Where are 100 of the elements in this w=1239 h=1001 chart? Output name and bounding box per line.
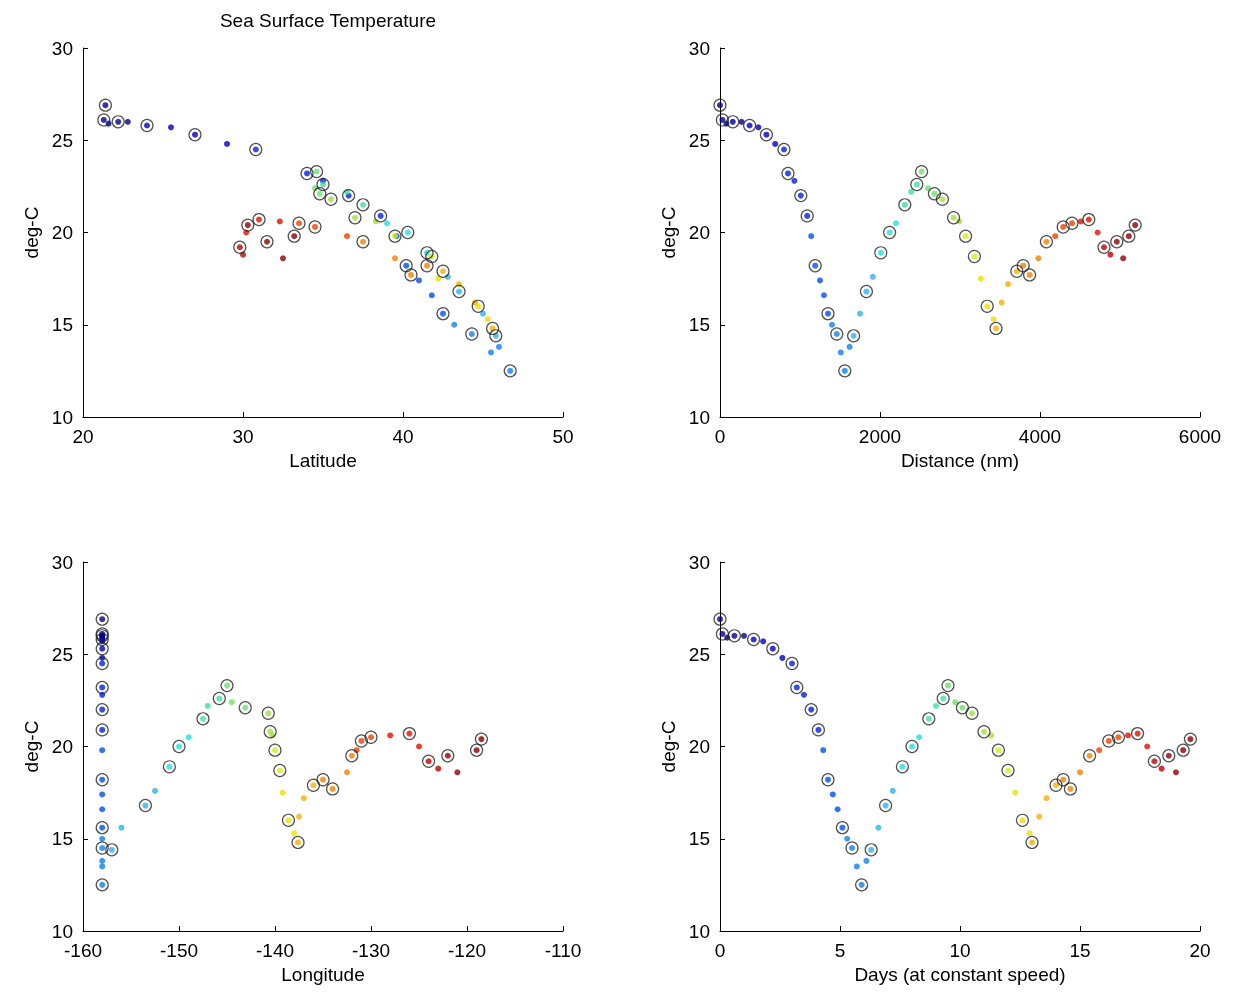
point	[316, 773, 330, 787]
point	[1010, 264, 1024, 278]
point	[977, 725, 991, 739]
point	[326, 782, 340, 796]
point	[936, 691, 950, 706]
point	[420, 259, 434, 273]
point	[821, 307, 835, 321]
x-tick-label: 0	[714, 940, 726, 961]
point	[324, 192, 338, 206]
x-axis-title: Days (at constant speed)	[854, 963, 1066, 985]
point	[989, 321, 1003, 336]
point	[401, 225, 415, 240]
y-tick-label: 10	[51, 920, 73, 942]
point	[273, 763, 287, 778]
point	[220, 679, 234, 693]
x-tick-label: -120	[447, 940, 487, 961]
x-tick-label: 20	[1189, 940, 1211, 961]
point	[905, 739, 919, 754]
point	[399, 259, 413, 273]
x-tick-label: 10	[949, 940, 971, 961]
point	[364, 730, 378, 744]
point	[238, 701, 252, 715]
y-tick-label: 20	[51, 736, 73, 757]
point	[95, 612, 109, 626]
x-tick-label: 20	[72, 426, 94, 447]
point	[97, 113, 111, 127]
point	[845, 841, 859, 855]
point	[967, 249, 981, 264]
y-tick-label: 20	[688, 222, 710, 243]
point	[436, 307, 450, 321]
point	[306, 778, 320, 792]
point	[766, 642, 780, 656]
point	[713, 612, 727, 626]
point	[95, 642, 109, 656]
point	[1131, 726, 1145, 741]
y-axis-title: deg-C	[657, 206, 679, 259]
point	[785, 656, 799, 671]
point	[715, 113, 729, 127]
point	[162, 760, 176, 774]
y-tick-label: 30	[51, 37, 73, 59]
point	[465, 327, 479, 341]
point	[743, 118, 757, 133]
point	[883, 225, 897, 240]
point	[374, 209, 388, 223]
y-tick-label: 30	[51, 551, 73, 573]
point	[1162, 749, 1176, 763]
point	[874, 246, 888, 260]
point	[1083, 749, 1097, 763]
point	[98, 98, 112, 112]
point	[300, 166, 314, 181]
point	[935, 192, 949, 206]
y-tick-label: 20	[688, 736, 710, 757]
point	[95, 656, 109, 671]
y-tick-label: 25	[688, 129, 710, 151]
point	[172, 739, 186, 754]
y-tick-label: 10	[51, 406, 73, 428]
point	[1065, 216, 1079, 230]
point	[140, 118, 154, 133]
point	[105, 843, 119, 857]
point	[316, 177, 330, 192]
point	[1147, 754, 1161, 768]
y-tick-label: 15	[51, 314, 73, 336]
point	[726, 115, 740, 129]
point	[922, 712, 936, 726]
point	[800, 209, 814, 223]
point	[794, 189, 808, 203]
point	[727, 629, 741, 643]
point	[471, 299, 485, 313]
y-tick-label: 20	[51, 222, 73, 243]
point	[808, 259, 822, 273]
x-tick-label: 5	[834, 940, 846, 961]
y-tick-label: 25	[51, 129, 73, 151]
point	[308, 220, 322, 234]
point	[95, 878, 109, 892]
y-tick-label: 30	[688, 37, 710, 59]
point	[1111, 730, 1125, 744]
point	[915, 165, 929, 179]
point	[474, 732, 488, 746]
point	[835, 821, 849, 835]
point	[486, 321, 500, 336]
point	[291, 835, 305, 850]
x-tick-label: -160	[63, 940, 103, 961]
point	[260, 235, 274, 249]
point	[441, 749, 455, 763]
x-tick-label: -150	[159, 940, 199, 961]
point	[95, 773, 109, 787]
x-tick-label: 30	[232, 426, 254, 447]
point	[777, 142, 791, 157]
point	[1082, 212, 1096, 227]
point	[420, 246, 434, 260]
point	[425, 249, 439, 264]
point	[941, 679, 955, 693]
x-tick-label: -130	[351, 940, 391, 961]
point	[927, 187, 941, 201]
point	[1001, 763, 1015, 778]
point	[287, 229, 301, 243]
chart-title: Sea Surface Temperature	[219, 10, 437, 31]
point	[313, 187, 327, 201]
point	[233, 240, 247, 254]
y-tick-label: 15	[688, 314, 710, 336]
